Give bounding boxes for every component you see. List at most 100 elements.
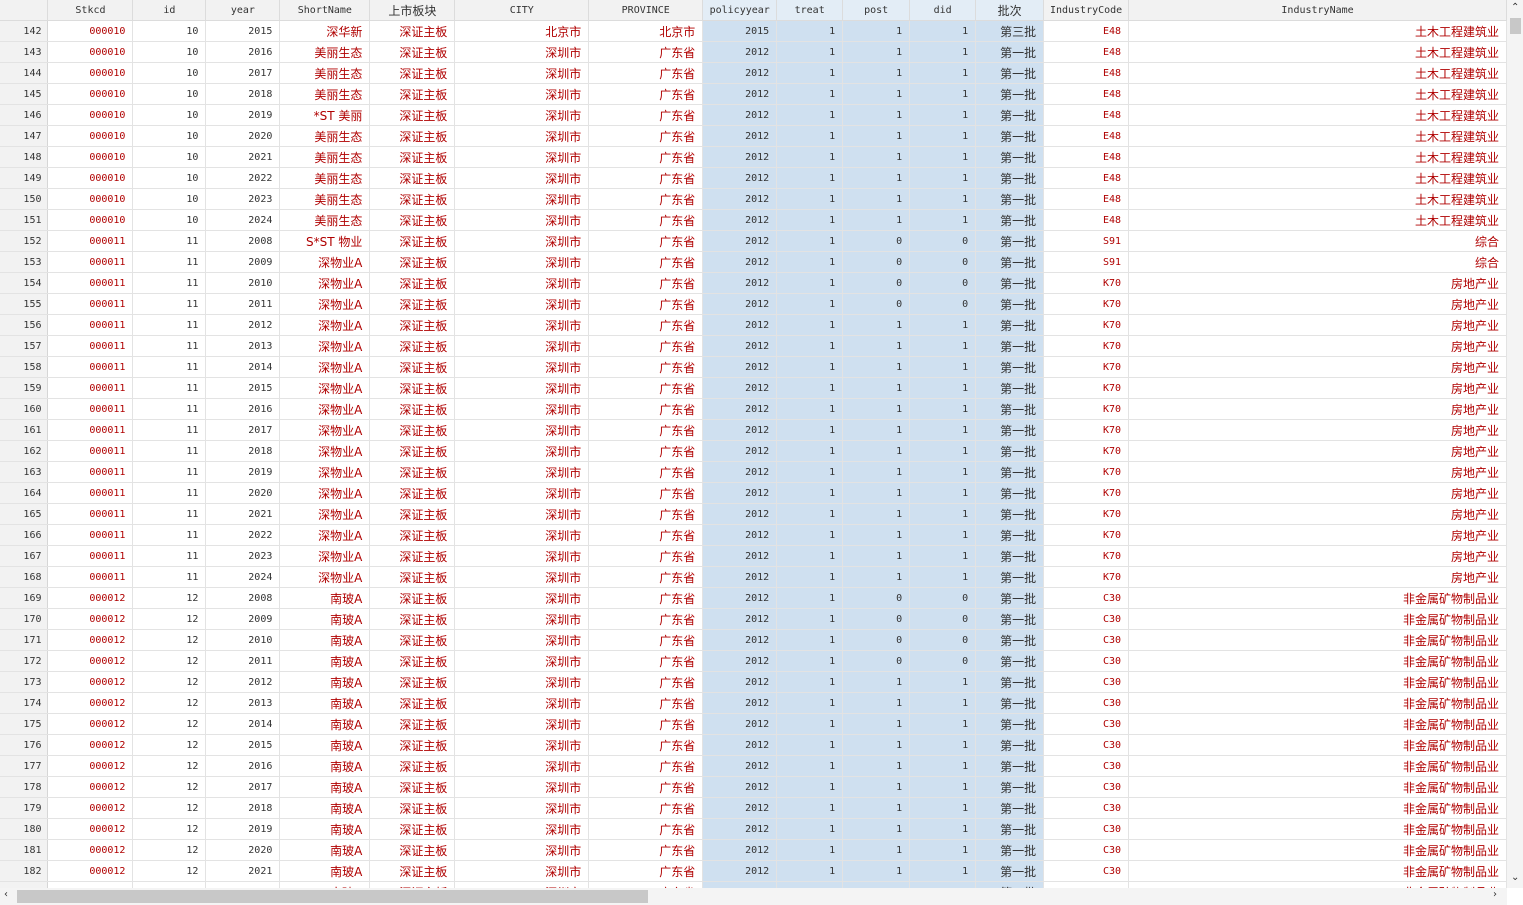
cell-province[interactable]: 广东省 [588, 461, 704, 483]
cell-board[interactable]: 深证主板 [369, 839, 456, 861]
cell-shortname[interactable]: 深物业A [279, 293, 371, 315]
cell-industryname[interactable]: 非金属矿物制品业 [1128, 650, 1507, 672]
cell-treat[interactable]: 1 [776, 335, 844, 357]
cell-id[interactable]: 11 [132, 251, 207, 273]
cell-industryname[interactable]: 非金属矿物制品业 [1128, 734, 1507, 756]
cell-batch[interactable]: 第一批 [975, 818, 1045, 840]
cell-board[interactable]: 深证主板 [369, 734, 456, 756]
cell-shortname[interactable]: 南玻A [279, 629, 371, 651]
cell-industrycode[interactable]: E48 [1043, 20, 1130, 42]
column-header-did[interactable]: did [909, 0, 977, 21]
cell-shortname[interactable]: 深物业A [279, 314, 371, 336]
cell-id[interactable]: 10 [132, 125, 207, 147]
cell-treat[interactable]: 1 [776, 524, 844, 546]
cell-row-number[interactable]: 159 [0, 377, 49, 399]
cell-row-number[interactable]: 173 [0, 671, 49, 693]
cell-row-number[interactable]: 180 [0, 818, 49, 840]
cell-batch[interactable]: 第一批 [975, 272, 1045, 294]
chevron-down-icon[interactable]: ⌄ [1511, 872, 1520, 883]
cell-batch[interactable]: 第一批 [975, 83, 1045, 105]
cell-post[interactable]: 1 [842, 335, 911, 357]
cell-year[interactable]: 2021 [205, 503, 281, 525]
cell-stkcd[interactable]: 000011 [47, 356, 134, 378]
cell-treat[interactable]: 1 [776, 482, 844, 504]
cell-year[interactable]: 2022 [205, 524, 281, 546]
cell-city[interactable]: 深圳市 [454, 272, 590, 294]
cell-industryname[interactable]: 土木工程建筑业 [1128, 20, 1507, 42]
cell-batch[interactable]: 第一批 [975, 671, 1045, 693]
cell-city[interactable]: 深圳市 [454, 83, 590, 105]
cell-policyyear[interactable]: 2012 [702, 503, 778, 525]
cell-batch[interactable]: 第三批 [975, 20, 1045, 42]
column-header-stkcd[interactable]: Stkcd [47, 0, 134, 21]
cell-city[interactable]: 深圳市 [454, 839, 590, 861]
cell-industrycode[interactable]: E48 [1043, 188, 1130, 210]
cell-stkcd[interactable]: 000010 [47, 41, 134, 63]
cell-policyyear[interactable]: 2012 [702, 377, 778, 399]
cell-policyyear[interactable]: 2012 [702, 146, 778, 168]
cell-id[interactable]: 12 [132, 671, 207, 693]
cell-industryname[interactable]: 房地产业 [1128, 461, 1507, 483]
cell-city[interactable]: 深圳市 [454, 146, 590, 168]
cell-industrycode[interactable]: K70 [1043, 482, 1130, 504]
cell-did[interactable]: 1 [909, 62, 977, 84]
cell-year[interactable]: 2013 [205, 692, 281, 714]
cell-id[interactable]: 10 [132, 83, 207, 105]
cell-board[interactable]: 深证主板 [369, 566, 456, 588]
cell-industrycode[interactable]: K70 [1043, 377, 1130, 399]
cell-city[interactable]: 深圳市 [454, 104, 590, 126]
cell-shortname[interactable]: 南玻A [279, 860, 371, 882]
cell-province[interactable]: 广东省 [588, 440, 704, 462]
cell-policyyear[interactable]: 2012 [702, 440, 778, 462]
cell-post[interactable]: 1 [842, 881, 911, 888]
cell-treat[interactable]: 1 [776, 881, 844, 888]
cell-industryname[interactable]: 房地产业 [1128, 482, 1507, 504]
cell-shortname[interactable]: 南玻A [279, 776, 371, 798]
cell-industrycode[interactable]: C30 [1043, 692, 1130, 714]
cell-post[interactable]: 1 [842, 839, 911, 861]
cell-id[interactable]: 12 [132, 692, 207, 714]
column-header-treat[interactable]: treat [776, 0, 844, 21]
cell-stkcd[interactable]: 000010 [47, 125, 134, 147]
cell-row-number[interactable]: 176 [0, 734, 49, 756]
cell-policyyear[interactable]: 2012 [702, 230, 778, 252]
cell-row-number[interactable]: 146 [0, 104, 49, 126]
cell-city[interactable]: 北京市 [454, 20, 590, 42]
cell-board[interactable]: 深证主板 [369, 377, 456, 399]
cell-year[interactable]: 2020 [205, 125, 281, 147]
cell-industryname[interactable]: 房地产业 [1128, 503, 1507, 525]
cell-year[interactable]: 2023 [205, 545, 281, 567]
cell-row-number[interactable]: 145 [0, 83, 49, 105]
cell-policyyear[interactable]: 2012 [702, 713, 778, 735]
cell-post[interactable]: 1 [842, 188, 911, 210]
cell-stkcd[interactable]: 000012 [47, 881, 134, 888]
cell-stkcd[interactable]: 000012 [47, 860, 134, 882]
cell-board[interactable]: 深证主板 [369, 482, 456, 504]
cell-stkcd[interactable]: 000012 [47, 734, 134, 756]
cell-did[interactable]: 0 [909, 293, 977, 315]
cell-treat[interactable]: 1 [776, 713, 844, 735]
cell-province[interactable]: 广东省 [588, 566, 704, 588]
cell-stkcd[interactable]: 000011 [47, 272, 134, 294]
cell-treat[interactable]: 1 [776, 650, 844, 672]
cell-stkcd[interactable]: 000011 [47, 461, 134, 483]
cell-batch[interactable]: 第一批 [975, 398, 1045, 420]
cell-batch[interactable]: 第一批 [975, 377, 1045, 399]
cell-treat[interactable]: 1 [776, 83, 844, 105]
cell-row-number[interactable]: 152 [0, 230, 49, 252]
cell-board[interactable]: 深证主板 [369, 41, 456, 63]
cell-year[interactable]: 2017 [205, 419, 281, 441]
cell-stkcd[interactable]: 000011 [47, 524, 134, 546]
cell-shortname[interactable]: S*ST 物业 [279, 230, 371, 252]
cell-batch[interactable]: 第一批 [975, 419, 1045, 441]
cell-batch[interactable]: 第一批 [975, 503, 1045, 525]
cell-year[interactable]: 2017 [205, 776, 281, 798]
chevron-left-icon[interactable]: ‹ [4, 889, 8, 900]
cell-board[interactable]: 深证主板 [369, 524, 456, 546]
cell-province[interactable]: 广东省 [588, 524, 704, 546]
cell-did[interactable]: 1 [909, 20, 977, 42]
cell-stkcd[interactable]: 000011 [47, 503, 134, 525]
cell-industrycode[interactable]: C30 [1043, 881, 1130, 888]
cell-id[interactable]: 10 [132, 146, 207, 168]
cell-year[interactable]: 2018 [205, 797, 281, 819]
